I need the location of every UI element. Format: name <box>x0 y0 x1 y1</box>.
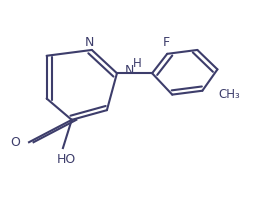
Text: H: H <box>133 58 141 71</box>
Text: N: N <box>124 64 134 77</box>
Text: F: F <box>162 36 169 49</box>
Text: HO: HO <box>57 153 76 166</box>
Text: CH₃: CH₃ <box>219 88 241 101</box>
Text: N: N <box>85 36 94 49</box>
Text: O: O <box>10 136 20 149</box>
